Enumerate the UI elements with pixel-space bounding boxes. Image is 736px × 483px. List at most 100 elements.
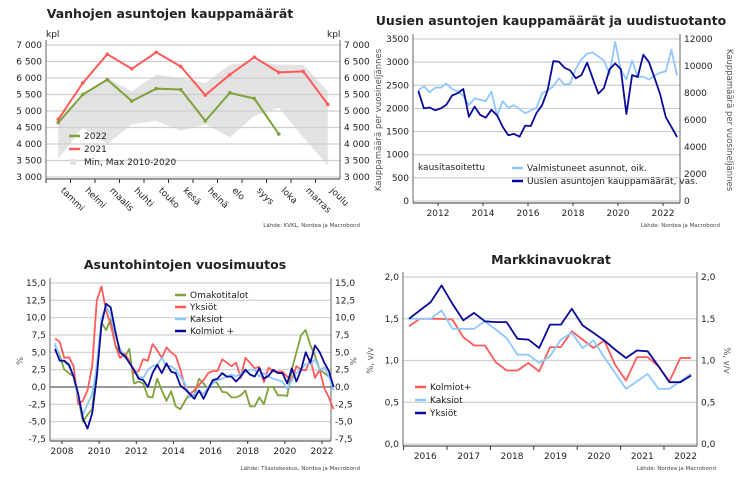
x-tick-label: syys	[254, 186, 275, 207]
y-tick-label-left: 1,5	[385, 315, 399, 325]
y-tick-label-right: 7,5	[335, 331, 349, 341]
x-tick-label: 2017	[457, 452, 480, 462]
legend-label: 2021	[84, 145, 107, 155]
y-tick-label-right: 0	[684, 197, 690, 207]
data-point	[252, 96, 257, 101]
data-point	[203, 93, 208, 97]
x-tick-label: 2016	[517, 209, 540, 219]
x-tick-label: loka	[279, 186, 299, 206]
y-tick-label-left: -5,0	[28, 418, 46, 428]
y-tick-label-right: 10000	[684, 62, 713, 72]
source-note: Lähde: Nordea ja Macrobond	[641, 223, 720, 229]
legend-label: Kaksiot	[430, 396, 463, 406]
y-tick-label-left: -2,5	[28, 400, 46, 410]
data-point	[80, 92, 85, 97]
y-tick-label-left: 7 000	[16, 41, 42, 51]
x-tick-label: helmi	[83, 186, 108, 211]
x-tick-label: 2010	[88, 447, 111, 457]
legend-label: Yksiöt	[189, 303, 217, 313]
x-tick-label: 2016	[199, 447, 222, 457]
y-tick-label-right: 0,5	[701, 398, 715, 408]
y-tick-label-left: 5 500	[16, 91, 42, 101]
x-tick-label: 2008	[51, 447, 74, 457]
x-tick-label: 2020	[587, 452, 610, 462]
x-tick-label: 2022	[674, 452, 697, 462]
data-point	[154, 50, 159, 55]
legend-label: Kolmiot +	[190, 327, 234, 337]
series-line-yksi-t	[54, 285, 335, 410]
y-tick-label-right: 2,0	[701, 273, 716, 283]
legend-label: Yksiöt	[429, 409, 457, 419]
y-tick-label-right: 3 500	[344, 157, 370, 167]
y-tick-label-left: 1000	[386, 151, 409, 161]
y-axis-title-left: kpl	[46, 30, 59, 40]
legend-label: 2022	[84, 132, 107, 142]
x-tick-label: marras	[303, 186, 333, 216]
data-point	[56, 120, 61, 125]
x-tick-label: 2022	[311, 447, 334, 457]
x-tick-label: maalis	[107, 186, 135, 214]
y-tick-label-left: 0,0	[385, 440, 400, 450]
y-tick-label-right: 5,0	[335, 348, 350, 358]
y-tick-label-right: 4 000	[344, 140, 370, 150]
y-tick-label-right: 15,0	[335, 279, 355, 289]
source-note: Lähde: Tilastokeskus, Nordea ja Macrobon…	[241, 466, 360, 472]
y-tick-label-left: -7,5	[28, 435, 46, 445]
data-point	[105, 77, 110, 82]
x-tick-label: 2021	[631, 452, 654, 462]
y-tick-label-left: 0,5	[385, 398, 399, 408]
y-axis-title-right: Kauppamäärä per vuosineljännes	[724, 49, 734, 192]
source-note: Lähde: KVKL, Nordea ja Macrobond	[263, 223, 360, 229]
data-point	[178, 87, 183, 92]
y-tick-label-left: 2500	[386, 81, 409, 91]
x-tick-label: 2014	[162, 447, 185, 457]
x-tick-label: 2016	[414, 452, 437, 462]
source-note: Lähde: Nordea ja Macrobond	[637, 466, 716, 472]
data-point	[252, 55, 257, 60]
data-point	[129, 99, 134, 103]
chart-panel-1: Vanhojen asuntojen kauppamäärät Lähde: KV…	[16, 6, 370, 229]
y-tick-label-left: 5 000	[16, 107, 42, 117]
y-tick-label-left: 4 500	[16, 124, 42, 134]
y-tick-label-right: 6 500	[344, 58, 370, 68]
data-point	[129, 66, 134, 71]
series-line-2021	[57, 51, 329, 120]
legend-label: Min, Max 2010-2020	[84, 158, 176, 168]
y-axis-title-left: Kauppamäärä per vuosineljännes	[374, 48, 384, 191]
y-tick-label-right: 6000	[684, 116, 707, 126]
chart-title: Vanhojen asuntojen kauppamäärät	[47, 6, 294, 21]
data-point	[56, 117, 61, 122]
y-tick-label-left: 4 000	[16, 140, 42, 150]
y-tick-label-left: 12,5	[26, 296, 46, 306]
y-axis-title-left: %	[16, 357, 26, 365]
data-point	[154, 86, 159, 91]
chart-title: Markkinavuokrat	[491, 252, 611, 267]
data-point	[276, 70, 281, 75]
y-tick-label-left: 3000	[386, 58, 409, 68]
x-tick-label: 2018	[562, 209, 585, 219]
y-tick-label-right: 8000	[684, 89, 707, 99]
x-tick-label: 2012	[427, 209, 450, 219]
y-tick-label-left: 0,0	[32, 383, 47, 393]
legend-label: Kaksiot	[190, 315, 223, 325]
y-tick-label-left: 1500	[386, 128, 409, 138]
y-tick-label-left: 2,5	[32, 366, 46, 376]
y-tick-label-left: 10,0	[26, 314, 46, 324]
y-tick-label-left: 500	[392, 174, 409, 184]
y-tick-label-right: 1,5	[701, 315, 715, 325]
data-point	[276, 132, 281, 136]
series-line-kolmiot-	[408, 317, 692, 383]
y-tick-label-right: 2000	[684, 170, 707, 180]
y-tick-label-right: -5,0	[335, 418, 353, 428]
chart-title: Asuntohintojen vuosimuutos	[84, 257, 286, 272]
data-point	[105, 52, 110, 57]
y-tick-label-right: 6 000	[344, 74, 370, 84]
x-tick-label: 2022	[652, 209, 675, 219]
x-tick-label: 2018	[501, 452, 524, 462]
x-tick-label: 2020	[607, 209, 630, 219]
annotation: kausitasoitettu	[418, 163, 485, 173]
x-tick-label: elo	[230, 186, 247, 203]
y-axis-title-left: %, v/v	[366, 347, 376, 373]
y-tick-label-right: 0,0	[701, 440, 716, 450]
